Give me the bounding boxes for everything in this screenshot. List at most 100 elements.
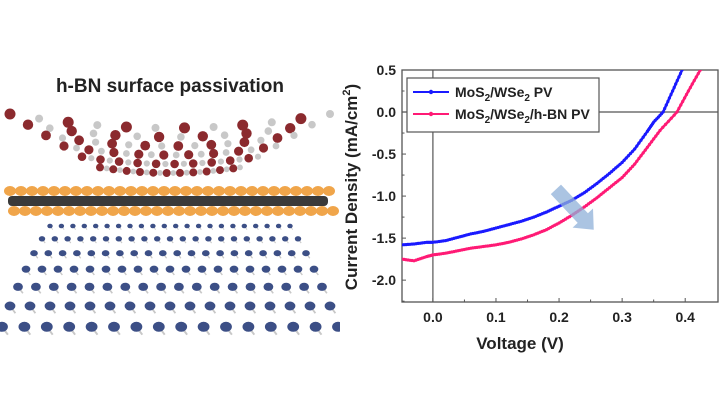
hbn-atom — [59, 141, 69, 151]
hbn-atom — [172, 151, 180, 159]
hbn-atom — [184, 150, 194, 160]
s-atom — [197, 265, 207, 273]
s-atom — [173, 223, 179, 229]
hbn-atom — [177, 133, 185, 141]
hbn-atom — [188, 159, 198, 168]
s-atom — [264, 301, 276, 311]
se-atom — [261, 206, 273, 216]
s-atom — [324, 301, 336, 311]
data-point — [643, 148, 647, 152]
hbn-atom — [197, 150, 205, 158]
s-atom — [184, 301, 196, 311]
hbn-atom — [207, 158, 216, 167]
s-atom — [309, 321, 322, 332]
hbn-atom — [209, 148, 219, 159]
data-point — [612, 168, 616, 172]
data-point — [677, 106, 681, 111]
se-atom — [294, 206, 306, 216]
hbn-atom — [77, 152, 87, 161]
s-atom — [120, 282, 131, 291]
s-atom — [51, 236, 58, 242]
hbn-atom — [290, 131, 298, 139]
hbn-atom — [247, 146, 255, 154]
s-atom — [181, 265, 191, 273]
data-point — [620, 160, 624, 165]
s-atom — [263, 282, 274, 291]
x-tick-label: 0.3 — [612, 309, 632, 325]
s-atom — [253, 223, 259, 229]
hbn-atom — [197, 169, 203, 175]
heterostructure-illustration: h-BN surface passivation — [0, 0, 340, 405]
hbn-atom — [173, 141, 184, 151]
se-atom — [279, 186, 291, 196]
y-axis-title: Current Density (mA/cm2) — [341, 84, 361, 290]
hbn-atom — [125, 159, 132, 166]
se-atom — [327, 206, 339, 216]
s-atom — [216, 250, 224, 257]
se-atom — [37, 186, 49, 196]
hbn-atom — [197, 131, 208, 142]
data-point — [677, 75, 681, 79]
hbn-atom — [151, 159, 161, 169]
s-atom — [152, 321, 165, 332]
hbn-atom — [143, 160, 150, 167]
y-tick-label: -0.5 — [372, 146, 396, 162]
s-atom — [184, 223, 190, 229]
se-atom — [8, 206, 20, 216]
legend-item: MoS2/WSe2 PV — [413, 84, 553, 104]
data-point — [692, 78, 696, 83]
se-atom — [246, 186, 258, 196]
hbn-atom — [254, 153, 262, 160]
hbn-atom — [170, 170, 177, 176]
hbn-atom — [216, 166, 224, 175]
s-atom — [332, 321, 340, 332]
data-point — [622, 158, 626, 162]
hbn-atom — [96, 163, 104, 172]
se-atom — [239, 206, 251, 216]
s-atom — [293, 265, 303, 273]
s-atom — [197, 321, 210, 332]
s-atom — [0, 321, 8, 332]
data-point — [658, 128, 662, 133]
hbn-atom — [157, 170, 163, 176]
s-atom — [48, 282, 59, 291]
hbn-atom — [180, 160, 187, 167]
se-atom — [4, 186, 16, 196]
hbn-atom — [258, 143, 269, 153]
data-point — [672, 85, 676, 90]
hbn-atom — [96, 155, 105, 164]
data-point — [620, 176, 624, 180]
hbn-atom — [120, 121, 132, 133]
hbn-atom — [244, 153, 253, 163]
s-atom — [273, 250, 282, 257]
s-atom — [30, 250, 38, 257]
se-atom — [191, 186, 203, 196]
se-atom — [52, 206, 64, 216]
se-atom — [129, 206, 141, 216]
x-tick-label: 0.1 — [486, 309, 506, 325]
s-atom — [31, 282, 41, 291]
hbn-atom — [272, 133, 283, 143]
s-atom — [47, 223, 53, 229]
data-point — [684, 92, 689, 97]
hbn-atom — [206, 139, 217, 150]
s-atom — [243, 236, 250, 242]
data-point — [626, 169, 631, 173]
se-atom — [184, 206, 196, 216]
se-atom — [107, 206, 119, 216]
data-point — [669, 116, 673, 120]
s-atom — [287, 223, 293, 229]
se-atom — [250, 206, 262, 216]
s-atom — [150, 223, 156, 229]
s-atom — [192, 236, 199, 242]
hbn-atom — [88, 155, 95, 162]
hbn-atom — [147, 151, 155, 159]
hbn-atom — [241, 128, 252, 139]
data-point — [678, 71, 683, 76]
plot-frame — [401, 69, 719, 303]
se-atom — [312, 186, 324, 196]
hbn-atom — [183, 169, 190, 176]
s-atom — [281, 282, 292, 291]
hbn-atom — [89, 129, 98, 138]
